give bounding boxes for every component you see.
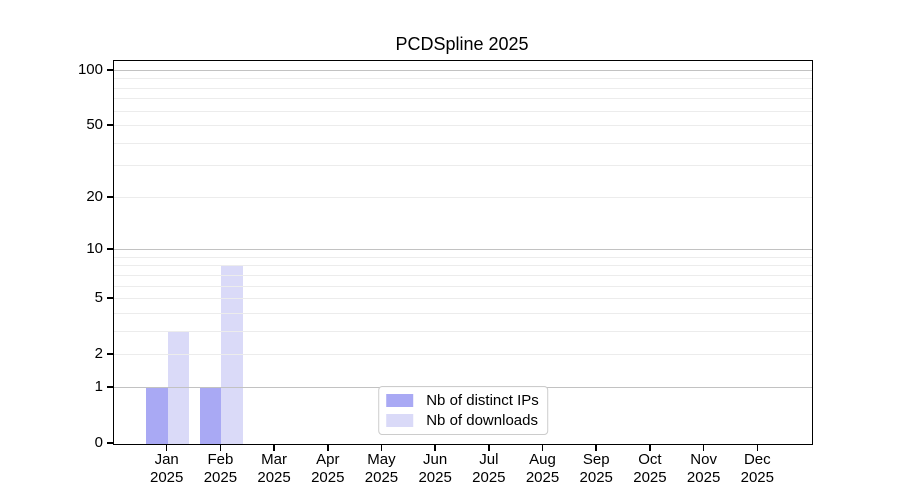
x-tick-label-month: Jun	[423, 451, 448, 468]
x-tick-label-month: Dec	[743, 451, 771, 468]
grid-line-minor	[114, 87, 812, 89]
y-tick-mark	[107, 297, 113, 299]
x-tick-mark	[165, 444, 168, 451]
grid-line-minor	[114, 110, 812, 112]
x-tick-mark	[434, 444, 436, 451]
y-tick-mark	[107, 353, 113, 355]
x-tick-label-month: Jan	[154, 451, 179, 468]
grid-line-major	[114, 249, 812, 251]
bar-downloads-1	[167, 331, 190, 444]
x-tick-label-year: 2025	[579, 469, 613, 486]
y-tick-label: 20	[86, 187, 103, 205]
x-tick-mark	[327, 444, 329, 451]
x-tick-label-year: 2025	[472, 469, 506, 486]
grid-line-minor	[114, 196, 812, 198]
x-tick-label-month: Mar	[261, 451, 287, 468]
legend-row: Nb of downloads	[386, 412, 539, 429]
x-tick-label-month: Jul	[479, 451, 499, 468]
plot-area: Nb of distinct IPs Nb of downloads	[113, 60, 813, 445]
grid-line-minor	[114, 256, 812, 258]
x-tick-mark	[273, 444, 275, 451]
x-tick-label: Sep 2025	[561, 451, 631, 487]
y-tick-label: 1	[94, 377, 103, 395]
grid-line-minor	[114, 330, 812, 332]
x-tick-mark	[649, 444, 651, 451]
x-tick-label-year: 2025	[633, 469, 667, 486]
x-tick-mark	[541, 444, 544, 451]
x-tick-mark	[380, 444, 383, 451]
x-tick-label-year: 2025	[257, 469, 291, 486]
y-tick-mark	[107, 69, 113, 71]
grid-line-minor	[114, 312, 812, 314]
grid-line-minor	[114, 285, 812, 287]
x-tick-label: Dec 2025	[722, 451, 792, 487]
grid-line-minor	[114, 298, 812, 300]
x-tick-label-month: Sep	[582, 451, 610, 468]
x-tick-label: Oct 2025	[615, 451, 685, 487]
grid-line-minor	[114, 142, 812, 144]
x-tick-mark	[756, 444, 759, 451]
grid-line-minor	[114, 98, 812, 100]
x-tick-label-year: 2025	[203, 469, 238, 486]
y-tick-mark	[107, 442, 113, 444]
y-tick-mark	[107, 124, 113, 126]
y-tick-mark	[107, 386, 113, 388]
x-tick-label: Jan 2025	[132, 451, 202, 487]
x-tick-mark	[219, 444, 222, 451]
x-tick-label-year: 2025	[525, 469, 560, 486]
y-tick-mark	[107, 196, 113, 198]
x-tick-label: Apr 2025	[293, 451, 363, 487]
x-tick-label-month: May	[367, 451, 396, 468]
x-tick-label: Jun 2025	[400, 451, 470, 487]
x-tick-label: Jul 2025	[454, 451, 524, 487]
y-tick-label: 50	[86, 116, 103, 134]
y-tick-label: 100	[77, 60, 103, 78]
x-tick-label-year: 2025	[686, 469, 721, 486]
grid-line-major	[114, 70, 812, 71]
x-tick-label-month: Aug	[529, 451, 556, 468]
y-tick-label: 10	[86, 240, 103, 258]
bar-distinct-ips-1	[146, 387, 168, 444]
grid-line-minor	[114, 354, 812, 356]
x-tick-label-month: Nov	[690, 451, 717, 468]
legend-label: Nb of downloads	[426, 412, 538, 429]
x-tick-label: Mar 2025	[239, 451, 309, 487]
x-tick-label-year: 2025	[311, 469, 345, 486]
grid-line-minor	[114, 78, 812, 80]
grid-line-minor	[114, 265, 812, 267]
y-tick-label: 2	[94, 345, 103, 363]
x-tick-label: Feb 2025	[185, 451, 255, 487]
x-tick-label-year: 2025	[364, 469, 399, 486]
grid-line-minor	[114, 274, 812, 276]
legend-swatch-distinct-ips	[386, 394, 414, 407]
x-tick-mark	[488, 444, 490, 451]
bar-distinct-ips-2	[199, 387, 222, 444]
legend: Nb of distinct IPs Nb of downloads	[378, 386, 548, 435]
legend-row: Nb of distinct IPs	[386, 392, 539, 409]
y-tick-mark	[107, 248, 113, 250]
x-tick-mark	[702, 444, 705, 451]
x-tick-label: Aug 2025	[508, 451, 578, 487]
y-tick-label: 5	[94, 289, 103, 307]
x-tick-label-year: 2025	[740, 469, 774, 486]
x-tick-label-year: 2025	[150, 469, 184, 486]
x-tick-mark	[595, 444, 597, 451]
legend-label: Nb of distinct IPs	[426, 392, 539, 409]
x-tick-label-year: 2025	[418, 469, 452, 486]
chart-title: PCDSpline 2025	[395, 34, 529, 54]
grid-line-minor	[114, 165, 812, 167]
legend-swatch-downloads	[386, 414, 414, 427]
x-tick-label-month: Apr	[316, 451, 340, 468]
y-tick-label: 0	[94, 434, 103, 451]
x-tick-label-month: Oct	[638, 451, 662, 468]
x-tick-label: May 2025	[346, 451, 416, 487]
x-tick-label-month: Feb	[207, 451, 234, 468]
x-tick-label: Nov 2025	[669, 451, 739, 487]
grid-line-minor	[114, 125, 812, 127]
